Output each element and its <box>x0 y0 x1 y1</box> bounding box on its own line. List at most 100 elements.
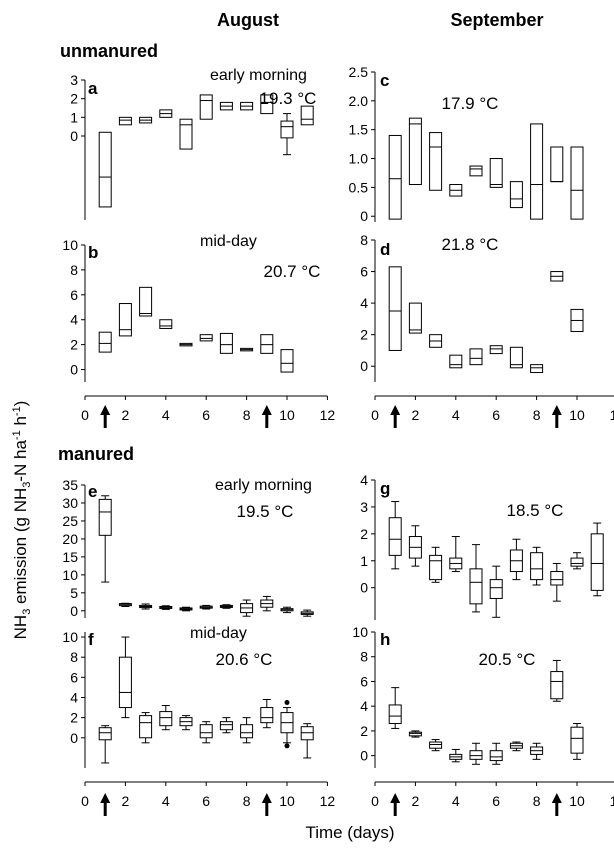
box <box>408 731 422 737</box>
header-august: August <box>217 10 279 30</box>
y-tick-label: 6 <box>360 264 368 280</box>
panel-e: 35 30 25 20 15 10 5 0 e early morning 19.5 °C <box>62 477 314 619</box>
y-tick-label: 6 <box>70 287 78 303</box>
box <box>550 146 564 183</box>
box-day-8 <box>530 742 544 760</box>
box-day-8 <box>240 101 254 111</box>
panel-letter: h <box>380 630 390 649</box>
box <box>219 332 233 354</box>
box-day-1 <box>388 134 402 220</box>
y-axis-label-part: h <box>11 416 30 430</box>
box <box>570 726 584 754</box>
box-day-8 <box>530 364 544 374</box>
box <box>280 120 294 139</box>
x-tick-label: 12 <box>610 407 614 423</box>
y-tick-label: 2 <box>360 327 368 343</box>
y-tick-label: 2 <box>70 91 78 107</box>
panel-temperature: 20.6 °C <box>216 650 273 669</box>
box-day-1 <box>388 687 402 729</box>
box <box>260 707 274 724</box>
x-tick-label: 10 <box>569 407 585 423</box>
box-day-9 <box>260 94 274 115</box>
box <box>530 123 544 220</box>
box-day-7 <box>219 332 233 354</box>
box-day-3 <box>429 334 443 348</box>
panel-subtitle: early morning <box>215 477 312 494</box>
x-tick-label: 2 <box>412 793 420 809</box>
box <box>388 266 402 351</box>
box <box>590 533 604 591</box>
box-day-10 <box>280 349 294 373</box>
box-day-10 <box>280 113 294 156</box>
y-tick-label: 1.0 <box>349 151 369 167</box>
box <box>388 517 402 556</box>
box <box>429 132 443 191</box>
box-day-5 <box>179 118 193 150</box>
y-tick-label: 10 <box>352 624 368 640</box>
y-axis-label-part: ) <box>11 401 30 407</box>
y-tick-label: 10 <box>62 237 78 253</box>
y-tick-label: 8 <box>70 649 78 665</box>
box <box>199 94 213 120</box>
y-tick-label: 2.5 <box>349 64 369 80</box>
arrow-head-icon <box>100 405 111 415</box>
y-tick-label: 4 <box>360 295 368 311</box>
box <box>139 715 153 739</box>
arrow-head-icon <box>261 793 272 803</box>
panel-temperature: 19.3 °C <box>260 89 317 108</box>
box-day-9 <box>550 271 564 282</box>
box-day-7 <box>509 346 523 369</box>
box-day-7 <box>509 741 523 752</box>
box-day-10 <box>570 722 584 760</box>
box-day-3 <box>139 603 153 610</box>
box-day-2 <box>118 116 132 126</box>
box-day-1 <box>98 131 112 208</box>
group-label-manured: manured <box>58 444 134 464</box>
x-tick-label: 10 <box>569 793 585 809</box>
box-day-8 <box>240 717 254 744</box>
panel-f: 10 8 6 4 2 0 0 2 4 6 8 10 12 f mid-day 20.6 °C <box>62 625 335 816</box>
y-axis-label-part: emission (g NH <box>11 488 30 609</box>
panel-letter: b <box>88 243 98 262</box>
box <box>530 552 544 581</box>
y-tick-label: 6 <box>360 673 368 689</box>
box-day-3 <box>139 712 153 744</box>
box <box>300 105 314 126</box>
box-day-9 <box>550 659 564 702</box>
box-day-3 <box>139 286 153 317</box>
y-tick-label: 2 <box>70 710 78 726</box>
box <box>509 346 523 369</box>
box-day-6 <box>199 721 213 744</box>
box <box>219 721 233 731</box>
box-day-7 <box>219 604 233 609</box>
x-axis-label: Time (days) <box>305 823 394 842</box>
box-day-1 <box>388 266 402 351</box>
box-day-10 <box>280 700 294 749</box>
box-day-9 <box>550 562 564 602</box>
box-day-5 <box>179 606 193 612</box>
box <box>199 724 213 739</box>
box-day-5 <box>469 544 483 613</box>
outlier-point <box>284 700 290 706</box>
x-tick-label: 8 <box>533 407 541 423</box>
box <box>570 146 584 220</box>
x-tick-label: 6 <box>492 793 500 809</box>
box-day-2 <box>408 117 422 185</box>
box-day-3 <box>429 132 443 191</box>
x-tick-label: 8 <box>243 793 251 809</box>
box-day-10 <box>280 606 294 614</box>
y-axis-label-sup: -1 <box>11 406 23 416</box>
box-day-5 <box>179 342 193 347</box>
arrow-head-icon <box>551 405 562 415</box>
outlier-point <box>284 743 290 749</box>
y-tick-label: 0 <box>70 603 78 619</box>
box-day-5 <box>469 742 483 765</box>
box-day-11 <box>590 522 604 597</box>
box-day-6 <box>489 742 503 765</box>
x-tick-label: 0 <box>81 407 89 423</box>
box-day-4 <box>159 705 173 731</box>
y-tick-label: 4 <box>360 472 368 488</box>
box <box>98 498 112 536</box>
box-day-10 <box>570 552 584 570</box>
panel-h: 10 8 6 4 2 0 0 2 4 6 8 10 12 h 20.5 °C <box>352 624 614 816</box>
